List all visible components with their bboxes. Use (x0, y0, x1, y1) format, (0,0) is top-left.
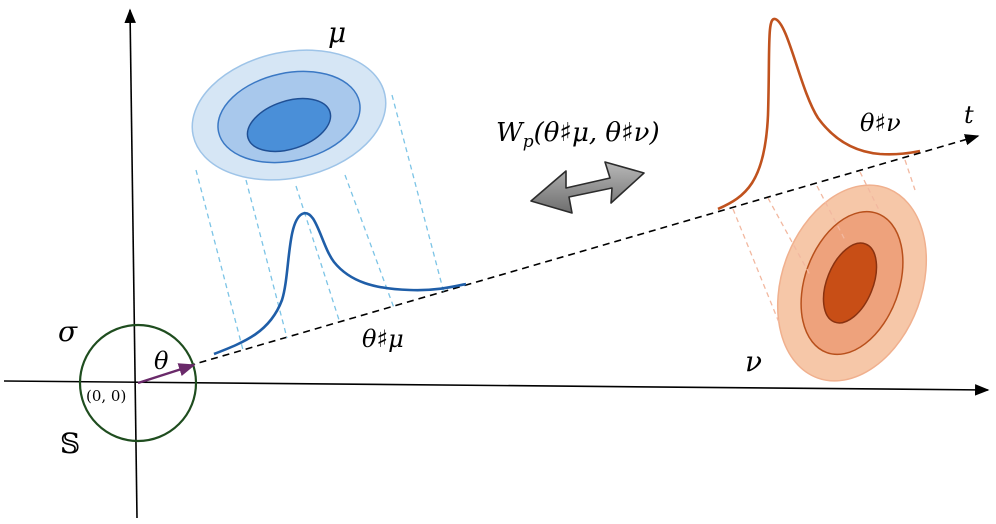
unit-sphere-circle (78, 323, 198, 443)
projected-mu-label: θ♯μ (362, 325, 404, 353)
nu-projected-density-curve (717, 17, 921, 211)
nu-distribution (776, 184, 928, 382)
mu-distribution (191, 49, 387, 181)
sphere-label: 𝕊 (60, 427, 80, 460)
nu-label: ν (745, 345, 762, 378)
wasserstein-arguments: (θ♯μ, θ♯ν) (534, 118, 660, 148)
projection-line (187, 134, 980, 367)
nu-projection-dashes (732, 159, 916, 326)
y-axis (124, 8, 138, 519)
sigma-label: σ (58, 315, 78, 348)
origin-label: (0, 0) (86, 387, 126, 405)
mu-projected-density-curve (213, 211, 467, 356)
wasserstein-symbol: W (496, 118, 525, 148)
x-axis (3, 380, 990, 396)
theta-arrow (137, 363, 196, 385)
wasserstein-order: p (523, 132, 534, 152)
projected-nu-label: θ♯ν (860, 109, 901, 137)
t-axis-label: t (964, 101, 974, 129)
mu-projection-dashes (195, 94, 445, 351)
wasserstein-distance-label: Wp(θ♯μ, θ♯ν) (496, 118, 660, 152)
distance-double-arrow (530, 161, 645, 214)
mu-label: μ (328, 16, 346, 49)
theta-label: θ (154, 347, 169, 375)
